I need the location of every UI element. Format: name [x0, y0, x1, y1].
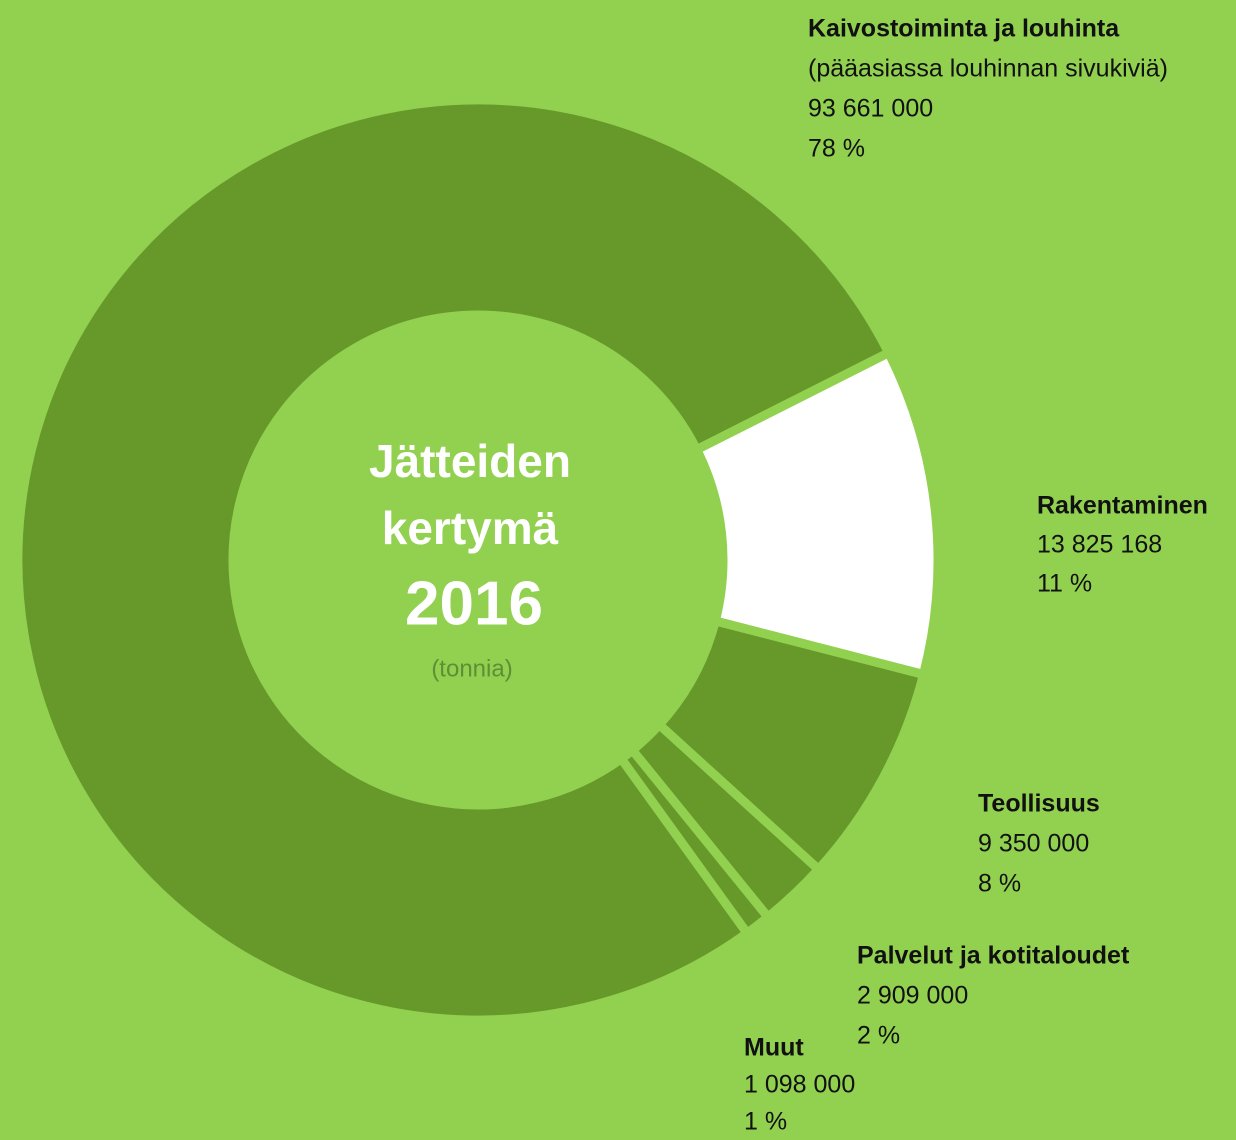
value-label: 9 350 000 [978, 830, 1089, 858]
value-label: 1 098 000 [744, 1071, 855, 1099]
category-label: Teollisuus [978, 790, 1100, 818]
center-title: kertymä [382, 502, 559, 554]
center-year: 2016 [405, 569, 543, 638]
value-label: 2 909 000 [857, 982, 968, 1010]
category-label: Rakentaminen [1037, 492, 1208, 520]
center-unit: (tonnia) [431, 655, 512, 682]
slice [615, 743, 775, 940]
category-label: Muut [744, 1034, 804, 1062]
category-label: Palvelut ja kotitaloudet [857, 942, 1130, 970]
percent-label: 1 % [744, 1108, 787, 1136]
slices [13, 95, 943, 1025]
percent-label: 2 % [857, 1022, 900, 1050]
value-label: 93 661 000 [808, 95, 933, 123]
slice [13, 95, 895, 1025]
center-title: Jätteiden [369, 435, 571, 487]
percent-label: 78 % [808, 135, 865, 163]
category-note: (pääasiassa louhinnan sivukiviä) [808, 55, 1168, 83]
percent-label: 11 % [1037, 570, 1092, 598]
category-label: Kaivostoiminta ja louhinta [808, 15, 1120, 43]
value-label: 13 825 168 [1037, 531, 1162, 559]
percent-label: 8 % [978, 870, 1021, 898]
slice [690, 346, 943, 680]
